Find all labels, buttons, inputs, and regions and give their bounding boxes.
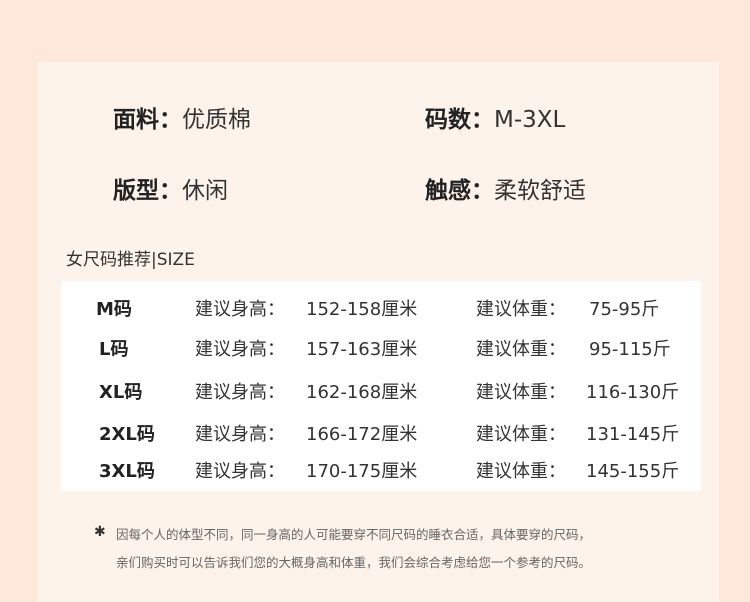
attr-feel: 触感：柔软舒适 [425,171,586,205]
attr-fit: 版型：休闲 [113,171,228,205]
height-value: 166-172厘米 [306,424,418,445]
weight-value: 116-130斤 [586,382,680,403]
height-value: 162-168厘米 [306,382,418,403]
attr-value: 柔软舒适 [494,178,586,204]
weight-value: 95-115斤 [589,339,671,360]
note-line-2: 亲们购买时可以告诉我们您的大概身高和体重，我们会综合考虑给您一个参考的尺码。 [116,555,592,570]
table-row: L码 建议身高： 157-163厘米 建议体重： 95-115斤 [61,331,701,361]
weight-value: 75-95斤 [589,299,660,320]
size-cell: L码 [99,339,129,360]
attr-label: 版型： [113,178,182,204]
attr-label: 面料： [113,107,182,133]
weight-label: 建议体重： [476,339,566,360]
size-cell: 3XL码 [99,461,155,482]
attr-value: 休闲 [182,178,228,204]
weight-label: 建议体重： [476,299,566,320]
height-label: 建议身高： [195,424,285,445]
section-title: 女尺码推荐|SIZE [66,250,195,270]
note-line-1: 因每个人的体型不同，同一身高的人可能要穿不同尺码的睡衣合适，具体要穿的尺码， [116,527,592,542]
weight-value: 131-145斤 [586,424,680,445]
size-cell: 2XL码 [99,424,155,445]
weight-value: 145-155斤 [586,461,680,482]
size-cell: M码 [96,299,132,320]
attr-label: 码数： [425,107,494,133]
attr-sizes: 码数：M-3XL [425,100,565,134]
size-table: M码 建议身高： 152-158厘米 建议体重： 75-95斤 L码 建议身高： 157-16… [61,281,701,491]
height-label: 建议身高： [195,339,285,360]
attr-value: 优质棉 [182,107,251,133]
height-label: 建议身高： [195,461,285,482]
table-row: M码 建议身高： 152-158厘米 建议体重： 75-95斤 [61,291,701,321]
star-asterisk-icon: ✱ [94,524,106,540]
attr-value: M-3XL [494,107,566,133]
height-label: 建议身高： [195,299,285,320]
size-cell: XL码 [99,382,143,403]
weight-label: 建议体重： [476,382,566,403]
height-value: 152-158厘米 [306,299,418,320]
height-value: 170-175厘米 [306,461,418,482]
attr-label: 触感： [425,178,494,204]
height-value: 157-163厘米 [306,339,418,360]
weight-label: 建议体重： [476,461,566,482]
weight-label: 建议体重： [476,424,566,445]
table-row: 3XL码 建议身高： 170-175厘米 建议体重： 145-155斤 [61,453,701,483]
attr-fabric: 面料：优质棉 [113,100,251,134]
height-label: 建议身高： [195,382,285,403]
table-row: XL码 建议身高： 162-168厘米 建议体重： 116-130斤 [61,374,701,404]
table-row: 2XL码 建议身高： 166-172厘米 建议体重： 131-145斤 [61,416,701,446]
